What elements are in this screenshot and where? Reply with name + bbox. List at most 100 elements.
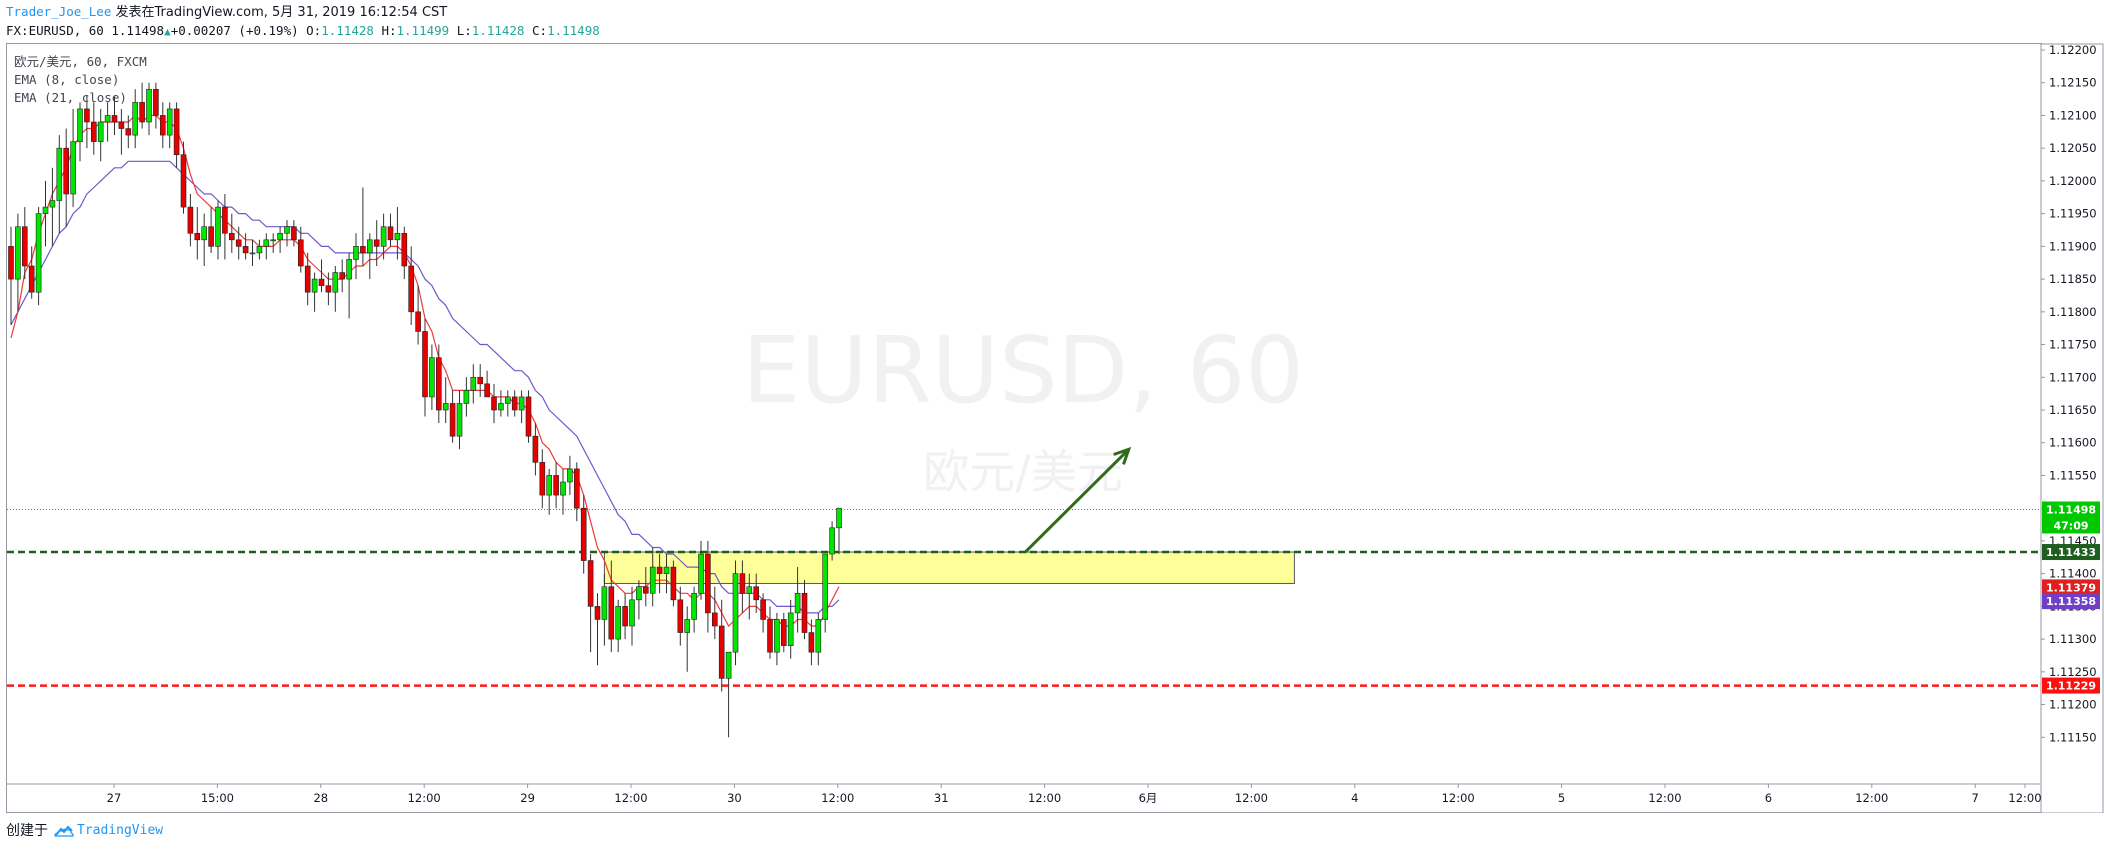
candle: [532, 423, 539, 476]
author-link[interactable]: Trader_Joe_Lee: [6, 4, 112, 19]
candle-body: [622, 606, 628, 627]
candle-body: [787, 612, 794, 646]
candle: [594, 593, 601, 666]
price-axis[interactable]: 1.12200 1.12150 1.12100 1.12050 1.12000 1.119…: [2040, 43, 2104, 813]
candle-body: [601, 586, 608, 620]
trend-arrow[interactable]: [1024, 446, 1132, 554]
candle: [229, 213, 235, 253]
price-tick-label: 1.12200: [2049, 43, 2097, 57]
candle: [477, 364, 484, 397]
time-tick-label: 31: [934, 791, 949, 805]
candle-body: [187, 206, 194, 234]
ema_slow-price-badge: 1.11358: [2042, 593, 2100, 610]
candle: [380, 213, 387, 260]
candle: [194, 207, 201, 260]
candle: [815, 612, 822, 666]
candle-body: [353, 246, 359, 260]
up-triangle-icon: ▲: [164, 25, 171, 38]
candle-body: [284, 226, 290, 234]
candle: [208, 207, 214, 253]
candle: [691, 586, 697, 633]
arrow-head: [1113, 446, 1132, 465]
candle-body: [208, 226, 214, 247]
candle: [339, 259, 346, 293]
candle: [656, 554, 663, 594]
time-tick-label: 27: [107, 791, 122, 805]
candle-body: [49, 200, 56, 208]
candle: [435, 344, 442, 424]
support-price-badge: 1.11433: [2042, 544, 2100, 561]
candle: [304, 252, 311, 306]
consolidation-zone[interactable]: [603, 551, 1295, 584]
candle-body: [518, 396, 525, 411]
candle-body: [311, 278, 318, 293]
candle-body: [63, 147, 70, 195]
time-tick-label: 12:00: [2008, 791, 2041, 805]
candle-body: [435, 357, 442, 411]
created-with-label: 创建于: [6, 823, 48, 839]
candle: [49, 167, 56, 247]
candle-body: [580, 507, 587, 561]
candle-body: [111, 115, 118, 123]
tradingview-logo[interactable]: TradingView: [54, 822, 163, 840]
candle-body: [277, 232, 283, 241]
time-tick-label: 12:00: [1855, 791, 1888, 805]
candle: [449, 390, 456, 443]
candle-body: [808, 632, 815, 653]
candle-body: [836, 507, 842, 529]
candle: [166, 102, 173, 149]
candle-body: [615, 606, 622, 640]
candle-body: [573, 468, 580, 509]
candle: [56, 135, 63, 234]
time-tick-label: 12:00: [1028, 791, 1061, 805]
badge-background: [2042, 677, 2100, 694]
candle: [21, 207, 28, 280]
time-tick-label: 12:00: [1442, 791, 1475, 805]
candle: [249, 239, 256, 266]
candle-body: [194, 232, 201, 241]
symbol-label: FX:EURUSD, 60: [6, 23, 104, 38]
time-axis[interactable]: 27 15:00 28 12:00 29 12:00 30 12:00 31 12:00 6月 12:…: [7, 783, 2042, 805]
candle-body: [608, 586, 615, 640]
badge-background: [2042, 579, 2100, 596]
watermark: EURUSD, 60 欧元/美元: [742, 317, 1304, 499]
candle-body: [332, 272, 339, 293]
candle-body: [725, 651, 732, 679]
candle-body: [456, 403, 463, 437]
candle-body: [8, 246, 14, 280]
candle: [429, 344, 435, 410]
candle: [160, 102, 166, 149]
candle-body: [249, 252, 256, 255]
candle: [415, 285, 421, 345]
candle-body: [318, 278, 325, 286]
chart-canvas[interactable]: EURUSD, 60 欧元/美元 1.122001.121501.121001.…: [0, 0, 2104, 813]
candle-body: [511, 396, 518, 411]
candle: [201, 213, 207, 266]
candle: [504, 390, 511, 417]
candle: [601, 573, 608, 646]
candle: [808, 619, 815, 666]
time-tick-label: 5: [1558, 791, 1565, 805]
candle-body: [470, 376, 477, 391]
candle-body: [270, 239, 277, 242]
ema_fast-price-badge: 1.11379: [2042, 579, 2100, 596]
candle: [553, 462, 559, 509]
candle-body: [201, 226, 207, 241]
candle-body: [91, 121, 97, 142]
candle-body: [304, 265, 311, 293]
time-tick-label: 12:00: [821, 791, 854, 805]
candle-body: [463, 390, 470, 404]
candle: [42, 180, 49, 247]
candle: [456, 390, 463, 450]
candle-body: [829, 527, 835, 555]
high-label: H:: [381, 23, 397, 38]
candle-body: [760, 599, 766, 620]
candle: [649, 547, 656, 607]
candle: [670, 560, 677, 607]
candle-body: [215, 206, 221, 247]
candle-body: [235, 239, 242, 247]
candle-body: [21, 226, 28, 267]
candle: [718, 599, 725, 692]
candle: [836, 507, 842, 554]
